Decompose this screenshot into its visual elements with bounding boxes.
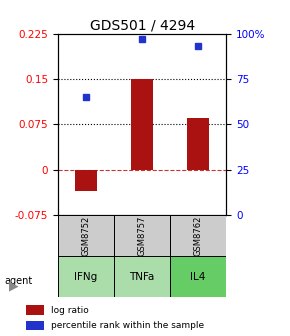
Bar [131, 79, 153, 170]
Bar [58, 215, 114, 257]
Bar [170, 256, 226, 297]
Text: agent: agent [4, 276, 32, 286]
Text: GSM8757: GSM8757 [137, 216, 147, 256]
Bar [170, 215, 226, 257]
Bar [75, 170, 97, 191]
Bar [58, 256, 114, 297]
Text: IFNg: IFNg [75, 272, 98, 282]
Text: percentile rank within the sample: percentile rank within the sample [51, 321, 204, 330]
Text: TNFa: TNFa [129, 272, 155, 282]
Text: GSM8752: GSM8752 [81, 216, 90, 256]
Title: GDS501 / 4294: GDS501 / 4294 [90, 18, 195, 33]
Bar [114, 215, 170, 257]
Text: GSM8762: GSM8762 [194, 216, 203, 256]
Bar [26, 305, 44, 315]
Text: log ratio: log ratio [51, 306, 89, 314]
Text: ▶: ▶ [9, 280, 18, 293]
Bar [114, 256, 170, 297]
Bar [26, 321, 44, 330]
Bar [187, 118, 209, 170]
Text: IL4: IL4 [191, 272, 206, 282]
